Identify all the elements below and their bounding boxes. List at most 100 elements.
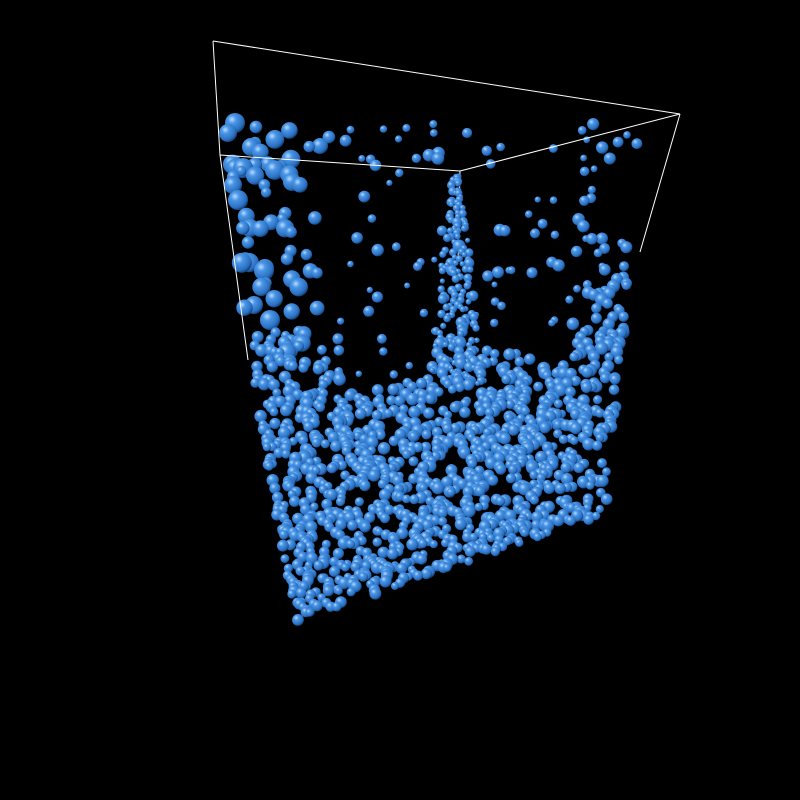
particle-sphere [462, 378, 475, 391]
particle-sphere [305, 608, 314, 617]
particle-sphere [429, 120, 438, 129]
particle-sphere [539, 422, 551, 434]
particle-sphere [421, 429, 432, 440]
particle-sphere [604, 352, 614, 362]
particle-sphere [322, 130, 336, 144]
particle-sphere [332, 333, 344, 345]
particle-sphere [250, 378, 261, 388]
particle-sphere [394, 135, 403, 143]
particle-sphere [585, 481, 595, 490]
particle-sphere [582, 437, 595, 451]
particle-sphere [472, 324, 480, 332]
particle-sphere [371, 410, 383, 421]
particle-sphere [600, 493, 613, 506]
particle-sphere [431, 481, 445, 495]
particle-sphere [429, 367, 436, 374]
particle-sphere [537, 218, 548, 229]
particle-sphere [579, 166, 590, 177]
particle-sphere [595, 341, 609, 355]
particle-sphere [618, 311, 629, 322]
particle-sphere [325, 488, 338, 501]
particle-sphere [252, 220, 269, 237]
particle-sphere [529, 495, 539, 505]
particle-sphere [474, 485, 486, 497]
particle-sphere [317, 344, 327, 355]
particle-sphere [467, 290, 479, 302]
particle-sphere [386, 395, 397, 406]
particle-sphere [454, 518, 467, 531]
particle-sphere [330, 440, 342, 453]
particle-sphere [451, 274, 460, 283]
particle-sphere [305, 520, 318, 534]
particle-sphere [346, 587, 356, 597]
particle-sphere [448, 201, 455, 208]
particle-sphere [492, 266, 504, 279]
particle-sphere [391, 582, 399, 590]
particle-sphere [489, 349, 500, 359]
particle-sphere [550, 230, 560, 239]
particle-sphere [420, 441, 432, 453]
particle-sphere [570, 409, 581, 420]
particle-sphere [543, 482, 555, 495]
particle-sphere [423, 407, 435, 419]
particle-sphere [379, 125, 388, 133]
particle-sphere [360, 521, 371, 533]
particle-sphere [339, 134, 352, 147]
particle-sphere [280, 404, 293, 417]
particle-sphere [359, 480, 371, 492]
particle-sphere [495, 496, 506, 506]
particle-sphere [569, 436, 579, 445]
particle-sphere [369, 587, 382, 600]
particle-sphere [347, 260, 354, 268]
particle-sphere [404, 282, 411, 289]
particle-sphere [442, 423, 453, 434]
particle-sphere [459, 261, 466, 267]
particle-sphere [408, 473, 419, 485]
particle-sphere [415, 377, 428, 389]
particle-sphere [431, 256, 438, 263]
particle-sphere [467, 458, 477, 469]
particle-sphere [570, 375, 581, 387]
particle-sphere [474, 502, 484, 512]
particle-sphere [603, 152, 616, 165]
particle-sphere [412, 570, 424, 581]
particle-sphere [553, 420, 563, 430]
particle-sphere [592, 440, 603, 451]
particle-sphere [437, 294, 448, 304]
box-edge-left-vertical [219, 154, 249, 361]
particle-sphere [265, 290, 283, 308]
particle-sphere [269, 407, 279, 417]
particle-sphere [337, 317, 345, 325]
particle-sphere [402, 494, 411, 504]
particle-sphere [351, 232, 363, 244]
particle-sphere [593, 248, 603, 258]
particle-sphere [623, 131, 631, 139]
particle-sphere [503, 348, 516, 361]
particle-sphere [236, 221, 250, 235]
particle-sphere [367, 214, 377, 223]
particle-sphere [251, 143, 269, 161]
container-box-front-edges [219, 113, 681, 361]
particle-sphere [490, 297, 500, 306]
particle-sphere [631, 138, 643, 150]
box-edge-top-back [212, 40, 681, 115]
particle-sphere [442, 341, 449, 348]
particle-sphere [368, 469, 381, 482]
particle-sphere [565, 515, 576, 526]
particle-sphere [548, 319, 556, 327]
particle-sphere [372, 537, 382, 547]
particle-sphere [311, 267, 323, 279]
particle-sphere [454, 357, 467, 370]
particle-sphere [254, 260, 274, 281]
particle-sphere [455, 255, 463, 263]
particle-sphere [558, 434, 569, 444]
particle-sphere [271, 491, 284, 504]
particle-sphere [347, 520, 358, 531]
particle-sphere [553, 429, 563, 439]
particle-sphere [508, 464, 518, 475]
particle-sphere [590, 312, 602, 324]
particle-sphere [331, 601, 342, 612]
particle-sphere [283, 563, 293, 573]
particle-sphere [335, 497, 346, 507]
particle-sphere [443, 233, 452, 243]
